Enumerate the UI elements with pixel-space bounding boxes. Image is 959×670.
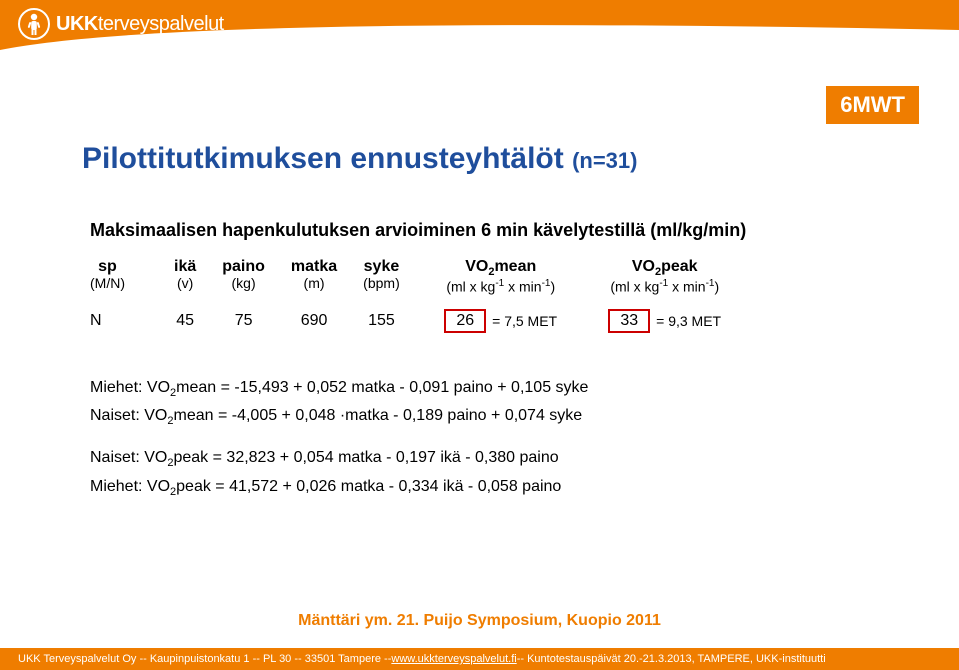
v: 75	[235, 308, 253, 334]
b: peak = 41,572 + 0,026 matka - 0,334 ikä …	[176, 478, 561, 495]
v: 155	[368, 308, 395, 334]
t2: mean	[494, 258, 536, 275]
logo-icon	[18, 8, 50, 40]
t: VO	[632, 258, 655, 275]
footer-bar: UKK Terveyspalvelut Oy -- Kaupinpuistonk…	[0, 648, 959, 670]
subtitle: Maksimaalisen hapenkulutuksen arvioimine…	[90, 220, 746, 241]
a: (ml x kg	[446, 279, 495, 295]
col-matka: matka(m) 690	[291, 258, 337, 334]
h: matka	[291, 258, 337, 276]
v: 33 = 9,3 MET	[608, 308, 721, 334]
col-paino: paino(kg) 75	[222, 258, 265, 334]
h2: (bpm)	[363, 276, 400, 291]
h2: (m)	[291, 276, 337, 291]
met-mean: = 7,5 MET	[492, 313, 557, 329]
v: 690	[301, 308, 328, 334]
h2: (kg)	[222, 276, 265, 291]
citation: Mänttäri ym. 21. Puijo Symposium, Kuopio…	[0, 612, 959, 630]
badge-6mwt: 6MWT	[826, 86, 919, 124]
b: -1	[659, 278, 668, 289]
result-box-peak: 33	[608, 309, 650, 333]
slide: UKKterveyspalvelut 6MWT Pilottitutkimuks…	[0, 0, 959, 670]
v: 45	[176, 308, 194, 334]
v: N	[90, 308, 102, 334]
page-title: Pilottitutkimuksen ennusteyhtälöt (n=31)	[82, 142, 637, 176]
formula-2: Naiset: VO2mean = -4,005 + 0,048 ·matka …	[90, 404, 588, 430]
title-main: Pilottitutkimuksen ennusteyhtälöt	[82, 142, 572, 175]
a: Miehet: VO	[90, 379, 170, 396]
logo-text-rest: terveyspalvelut	[98, 13, 224, 36]
e: )	[714, 279, 719, 295]
param-table: sp(M/N) N ikä(v) 45 paino(kg) 75 matka(m…	[90, 258, 754, 334]
h: paino	[222, 258, 265, 276]
col-ika: ikä(v) 45	[174, 258, 196, 334]
h: sp	[90, 258, 125, 276]
result-box-mean: 26	[444, 309, 486, 333]
a: Naiset: VO	[90, 407, 167, 424]
a: (ml x kg	[610, 279, 659, 295]
footer-text-b: -- Kuntotestauspäivät 20.-21.3.2013, TAM…	[517, 653, 826, 665]
e: )	[550, 279, 555, 295]
formula-block: Miehet: VO2mean = -15,493 + 0,052 matka …	[90, 376, 588, 503]
col-vo2peak: VO2peak (ml x kg-1 x min-1) 33 = 9,3 MET	[590, 258, 740, 334]
footer-text-a: UKK Terveyspalvelut Oy -- Kaupinpuistonk…	[18, 653, 391, 665]
b: peak = 32,823 + 0,054 matka - 0,197 ikä …	[173, 449, 558, 466]
formula-1: Miehet: VO2mean = -15,493 + 0,052 matka …	[90, 376, 588, 402]
col-syke: syke(bpm) 155	[363, 258, 400, 334]
b: mean = -15,493 + 0,052 matka - 0,091 pai…	[176, 379, 588, 396]
t: VO	[465, 258, 488, 275]
h: syke	[363, 258, 400, 276]
h: VO2mean	[446, 258, 555, 278]
h2: (v)	[174, 276, 196, 291]
title-n: (n=31)	[572, 148, 637, 173]
met-peak: = 9,3 MET	[656, 313, 721, 329]
b: -1	[495, 278, 504, 289]
logo: UKKterveyspalvelut	[18, 8, 224, 40]
c: x min	[668, 279, 705, 295]
h2: (M/N)	[90, 276, 125, 291]
c: x min	[504, 279, 541, 295]
header-bar: UKKterveyspalvelut	[0, 0, 959, 50]
col-sp: sp(M/N) N	[90, 258, 146, 334]
h: VO2peak	[610, 258, 719, 278]
b: mean = -4,005 + 0,048 ·matka - 0,189 pai…	[173, 407, 582, 424]
logo-text-prefix: UKK	[56, 13, 98, 36]
h2: (ml x kg-1 x min-1)	[446, 278, 555, 295]
footer-link[interactable]: www.ukkterveyspalvelut.fi	[391, 653, 516, 665]
h2: (ml x kg-1 x min-1)	[610, 278, 719, 295]
formula-4: Miehet: VO2peak = 41,572 + 0,026 matka -…	[90, 475, 588, 501]
v: 26 = 7,5 MET	[444, 308, 557, 334]
gap	[90, 432, 588, 446]
a: Naiset: VO	[90, 449, 167, 466]
formula-3: Naiset: VO2peak = 32,823 + 0,054 matka -…	[90, 446, 588, 472]
col-vo2mean: VO2mean (ml x kg-1 x min-1) 26 = 7,5 MET	[426, 258, 576, 334]
t2: peak	[661, 258, 697, 275]
a: Miehet: VO	[90, 478, 170, 495]
h: ikä	[174, 258, 196, 276]
